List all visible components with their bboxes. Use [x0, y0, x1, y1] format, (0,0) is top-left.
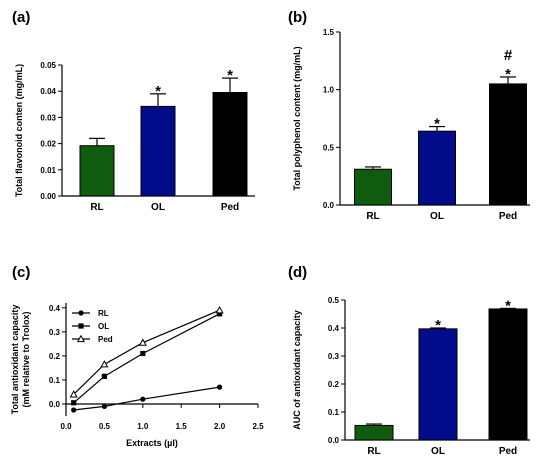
- y-tick-label: 0.01: [40, 166, 56, 175]
- y-tick-label: 0.5: [323, 143, 335, 152]
- x-tick-label: 2.5: [252, 422, 264, 431]
- y-tick-label: 0.3: [328, 352, 340, 361]
- y-axis-title: Total antioxidant capacity(mM relative t…: [10, 305, 31, 415]
- y-axis-title: AUC of antioxidant capacity: [292, 310, 302, 430]
- x-axis-title: Extracts (µl): [126, 438, 178, 448]
- panel-label: (d): [288, 264, 307, 281]
- data-point-RL: [101, 403, 107, 409]
- y-axis-title: Total polyphenol content (mg/mL): [292, 46, 302, 190]
- series-Ped: [69, 305, 224, 398]
- y-tick-label: 0.2: [328, 380, 340, 389]
- category-label: Ped: [221, 202, 239, 213]
- category-label: OL: [430, 211, 444, 222]
- category-label: RL: [90, 202, 103, 213]
- legend-label: RL: [98, 309, 109, 318]
- significance-annotation: *: [505, 66, 511, 83]
- bar-OL: [140, 105, 176, 197]
- bar-RL: [79, 145, 115, 197]
- legend-marker: [78, 310, 84, 316]
- x-tick-label: 0.0: [60, 422, 72, 431]
- y-tick-label: 0.2: [49, 352, 61, 361]
- bar-OL: [418, 328, 458, 441]
- legend-label: Ped: [98, 335, 113, 344]
- series-line-OL: [73, 313, 220, 404]
- data-point-OL: [71, 400, 77, 406]
- data-point-OL: [217, 311, 223, 317]
- significance-annotation: *: [434, 116, 440, 133]
- y-tick-label: 0.1: [49, 376, 61, 385]
- series-OL: [71, 311, 223, 406]
- x-tick-label: 2.0: [214, 422, 226, 431]
- data-point-RL: [217, 384, 223, 390]
- panel-2: (b) 0.0 0.5 1.0 1.5 Total polyphenol content …: [288, 9, 530, 222]
- x-tick-label: 1.0: [137, 422, 149, 431]
- y-tick-label: 0.04: [40, 87, 56, 96]
- category-label: RL: [367, 446, 380, 457]
- data-point-Ped: [69, 390, 78, 398]
- bar-Ped: [489, 83, 527, 206]
- y-tick-label: 1.0: [323, 86, 335, 95]
- legend-marker: [78, 323, 84, 329]
- data-point-OL: [140, 350, 146, 357]
- x-tick-label: 0.5: [99, 422, 111, 431]
- category-label: OL: [431, 446, 445, 457]
- panel-4: (d) 0.0 0.1 0.2 0.3 0.4 0.5 AUC of antioxidant …: [288, 264, 530, 457]
- y-tick-label: 0.0: [328, 436, 340, 445]
- y-tick-label: 0.5: [328, 296, 340, 305]
- data-point-RL: [71, 407, 77, 413]
- panel-label: (c): [12, 264, 30, 281]
- y-axis-title: Total flavonoid conten (mg/mL): [14, 64, 24, 197]
- data-point-OL: [101, 373, 107, 379]
- y-axis-title-line: Total antioxidant capacity: [10, 305, 20, 415]
- category-label: Ped: [499, 446, 517, 457]
- x-tick-label: 1.5: [176, 422, 188, 431]
- y-tick-label: 0.4: [328, 324, 340, 333]
- y-tick-label: 0.00: [40, 192, 56, 201]
- y-tick-label: 0.3: [49, 328, 61, 337]
- data-point-Ped: [138, 338, 147, 346]
- bar-OL: [418, 130, 456, 206]
- panel-1: (a) 0.00 0.01 0.02 0.03 0.04 0.05 Total flavono…: [12, 9, 255, 213]
- bar-RL: [354, 168, 392, 206]
- data-point-RL: [140, 396, 146, 402]
- y-tick-label: 0.03: [40, 113, 56, 122]
- y-tick-label: 0.0: [323, 201, 335, 210]
- significance-annotation: *: [155, 83, 161, 100]
- category-label: RL: [366, 211, 379, 222]
- y-tick-label: 0.02: [40, 140, 56, 149]
- significance-annotation: *: [227, 67, 233, 84]
- panel-3: (c) 0.0 0.1 0.2 0.3 0.4 Total antioxidant capa…: [10, 264, 264, 448]
- bar-Ped: [212, 92, 248, 197]
- y-tick-label: 1.5: [323, 28, 335, 37]
- series-line-RL: [73, 386, 220, 411]
- data-point-Ped: [100, 360, 109, 368]
- y-tick-label: 0.0: [49, 400, 61, 409]
- bar-RL: [354, 424, 394, 441]
- y-tick-label: 0.4: [49, 304, 61, 313]
- bar-Ped: [488, 308, 528, 441]
- legend-marker: [76, 334, 86, 343]
- significance-annotation: *: [505, 297, 511, 314]
- significance-annotation: #: [504, 47, 513, 64]
- category-label: OL: [151, 202, 165, 213]
- category-label: Ped: [499, 211, 517, 222]
- series-RL: [71, 384, 223, 413]
- significance-annotation: *: [435, 317, 441, 334]
- legend-label: OL: [98, 322, 109, 331]
- panel-label: (a): [12, 9, 30, 26]
- y-tick-label: 0.1: [328, 408, 340, 417]
- y-tick-label: 0.05: [40, 61, 56, 70]
- y-axis-title-line: (mM relative to Trolox): [21, 311, 31, 407]
- series-line-Ped: [73, 309, 220, 395]
- data-point-Ped: [215, 305, 224, 314]
- panel-label: (b): [288, 9, 307, 26]
